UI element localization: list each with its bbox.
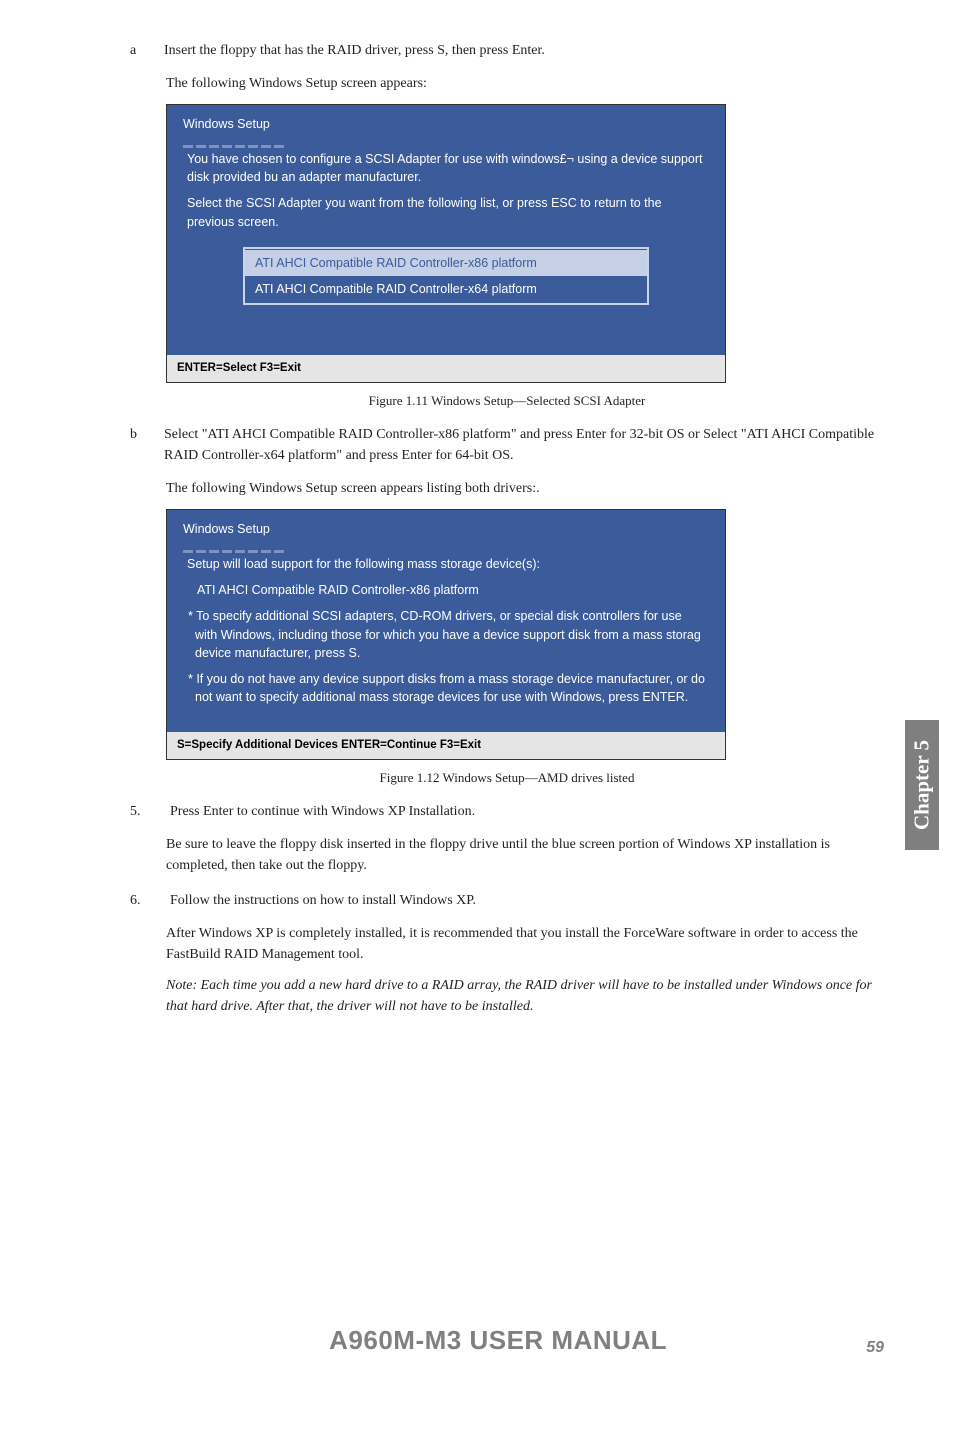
step-b-sub: The following Windows Setup screen appea… [166,478,884,499]
step-num-6: 6. [130,890,150,911]
setup1-options: ATI AHCI Compatible RAID Controller-x86 … [243,247,649,305]
step-num-5: 5. [130,801,150,822]
setup2-divider [183,540,709,543]
page-content: a Insert the floppy that has the RAID dr… [130,40,884,1360]
setup1-divider [183,135,709,138]
step6-note: Note: Each time you add a new hard drive… [166,975,884,1017]
setup1-title: Windows Setup [183,115,709,133]
step-b-text: Select "ATI AHCI Compatible RAID Control… [164,424,884,466]
step-a-sub: The following Windows Setup screen appea… [166,73,884,94]
setup2-caption: Figure 1.12 Windows Setup—AMD drives lis… [130,768,884,788]
setup1-p2: Select the SCSI Adapter you want from th… [187,194,705,230]
page-number: 59 [866,1336,884,1360]
manual-title: A960M-M3 USER MANUAL [130,1321,866,1360]
setup2-title: Windows Setup [183,520,709,538]
step6-p1: After Windows XP is completely installed… [166,923,884,965]
setup1-status-bar: ENTER=Select F3=Exit [167,355,725,382]
windows-setup-box-2: Windows Setup Setup will load support fo… [166,509,726,760]
setup1-p1: You have chosen to configure a SCSI Adap… [187,150,705,186]
setup2-p1: Setup will load support for the followin… [187,555,705,573]
step-b: b Select "ATI AHCI Compatible RAID Contr… [130,424,884,466]
setup2-status-bar: S=Specify Additional Devices ENTER=Conti… [167,732,725,759]
step-letter-a: a [130,40,144,61]
step5-text: Press Enter to continue with Windows XP … [170,801,475,822]
page-footer: A960M-M3 USER MANUAL 59 [130,1321,884,1360]
step-a: a Insert the floppy that has the RAID dr… [130,40,884,61]
chapter-tab: Chapter 5 [905,720,939,850]
setup2-bullet2: * If you do not have any device support … [195,670,705,706]
step5-p1: Be sure to leave the floppy disk inserte… [166,834,884,876]
setup1-option-2: ATI AHCI Compatible RAID Controller-x64 … [245,276,647,302]
setup1-option-selected: ATI AHCI Compatible RAID Controller-x86 … [245,250,647,276]
step-a-text: Insert the floppy that has the RAID driv… [164,40,545,61]
setup2-bullet1: * To specify additional SCSI adapters, C… [195,607,705,661]
step-5: 5. Press Enter to continue with Windows … [130,801,884,822]
windows-setup-box-1: Windows Setup You have chosen to configu… [166,104,726,383]
setup1-caption: Figure 1.11 Windows Setup—Selected SCSI … [130,391,884,411]
step-6: 6. Follow the instructions on how to ins… [130,890,884,911]
step-letter-b: b [130,424,144,466]
setup2-driver: ATI AHCI Compatible RAID Controller-x86 … [197,581,705,599]
step6-text: Follow the instructions on how to instal… [170,890,476,911]
